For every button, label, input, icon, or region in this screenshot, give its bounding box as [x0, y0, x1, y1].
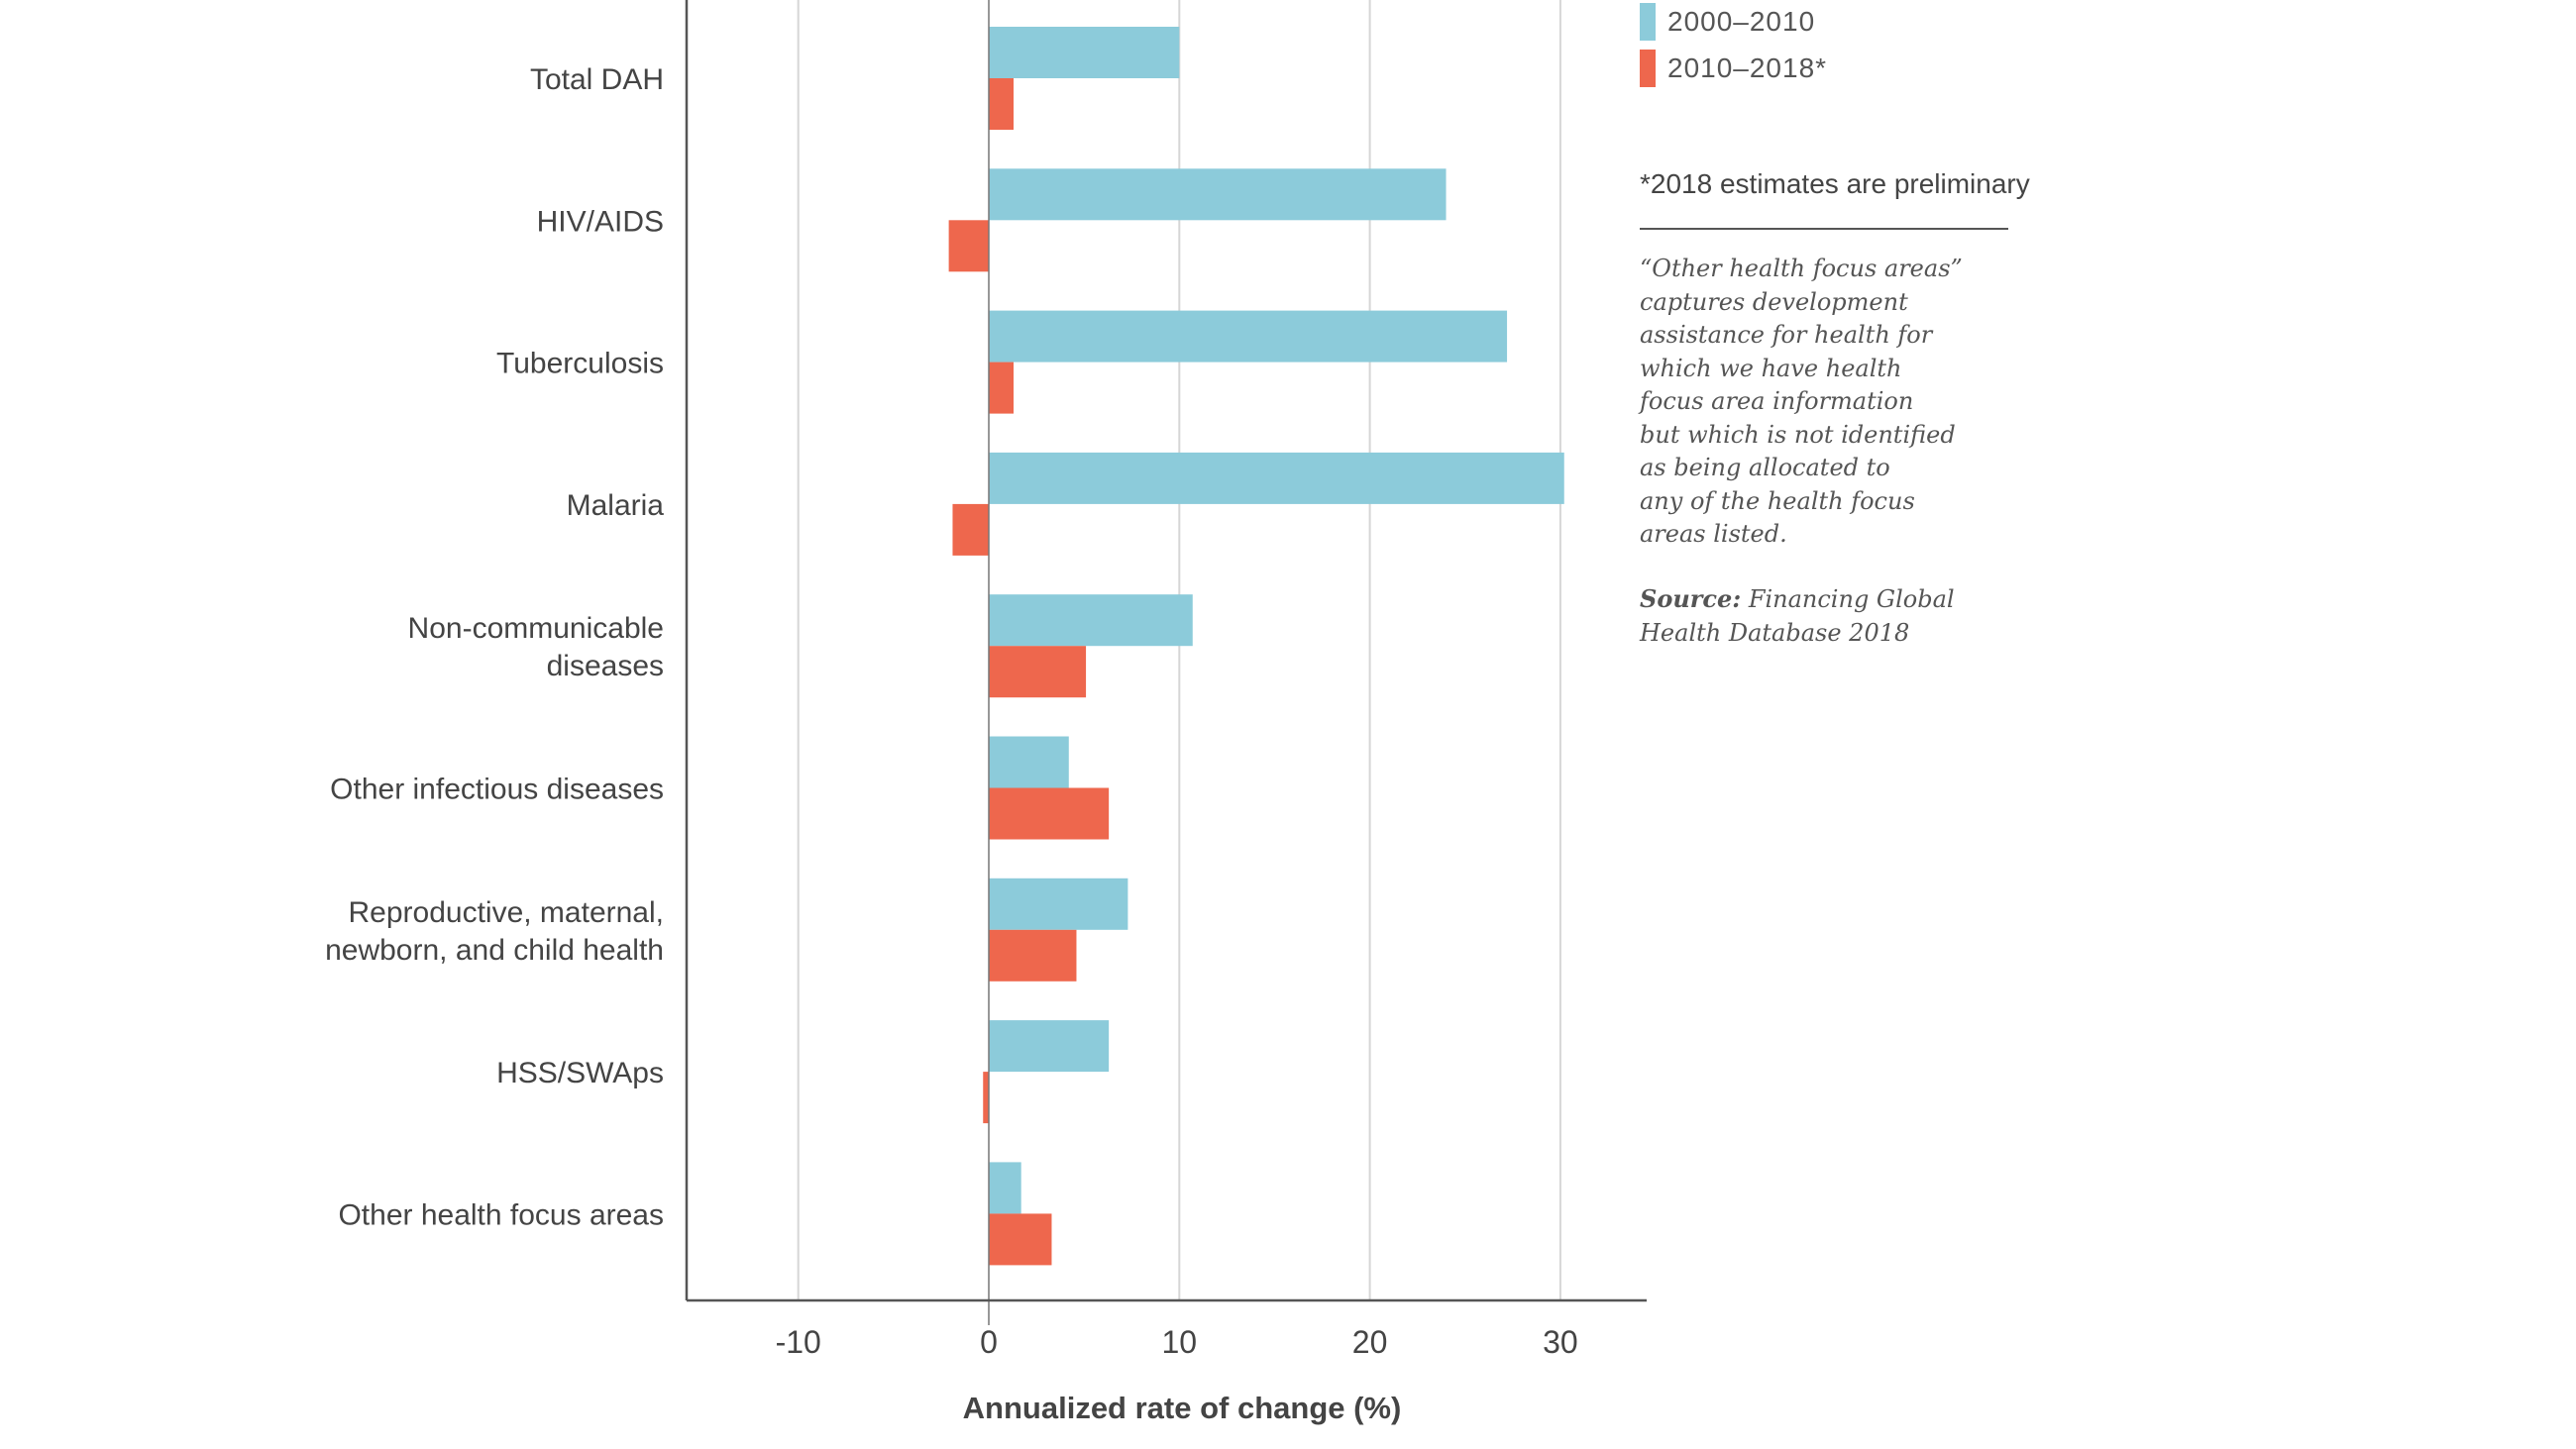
- bar-2000-2010: [989, 1020, 1110, 1073]
- category-label: HSS/SWAps: [496, 1057, 664, 1089]
- category-label: Other infectious diseases: [330, 774, 664, 806]
- legend-item-2000-2010: 2000–2010: [1640, 3, 1815, 41]
- category-label: diseases: [547, 650, 664, 682]
- category-label: Malaria: [567, 489, 665, 522]
- bar-2010-2018: [952, 503, 989, 556]
- legend-item-2010-2018: 2010–2018*: [1640, 50, 1827, 87]
- bar-2000-2010: [989, 878, 1128, 930]
- category-label: Other health focus areas: [338, 1198, 664, 1231]
- source-text: Source: Financing Global Health Database…: [1640, 582, 2036, 650]
- category-label: HIV/AIDS: [537, 205, 664, 238]
- legend-swatch: [1640, 3, 1656, 41]
- bar-2000-2010: [989, 452, 1564, 504]
- x-tick-label: 30: [1543, 1324, 1578, 1360]
- bar-2010-2018: [989, 929, 1077, 982]
- category-label: Reproductive, maternal,: [349, 896, 665, 929]
- category-label: newborn, and child health: [325, 934, 664, 967]
- bar-2010-2018: [989, 646, 1087, 698]
- bar-2010-2018: [989, 1213, 1052, 1266]
- bar-2010-2018: [948, 220, 989, 272]
- bar-2000-2010: [989, 594, 1193, 647]
- source-value: Financing Global Health Database 2018: [1640, 585, 1955, 647]
- x-axis-title: Annualized rate of change (%): [963, 1391, 1402, 1425]
- bar-2000-2010: [989, 736, 1069, 788]
- bar-2000-2010: [989, 310, 1508, 362]
- bar-2000-2010: [989, 1162, 1021, 1214]
- bar-2000-2010: [989, 27, 1180, 78]
- note-text: “Other health focus areas” captures deve…: [1640, 255, 1963, 548]
- bar-2010-2018: [989, 362, 1014, 414]
- source-label: Source:: [1640, 584, 1742, 613]
- category-label: Total DAH: [530, 63, 664, 96]
- bar-2010-2018: [983, 1072, 989, 1124]
- x-tick-label: 0: [980, 1324, 998, 1360]
- bar-2010-2018: [989, 787, 1110, 840]
- x-tick-label: 20: [1352, 1324, 1388, 1360]
- category-label: Tuberculosis: [496, 348, 664, 380]
- divider: [1640, 228, 2008, 230]
- legend-swatch: [1640, 50, 1656, 87]
- x-tick-label: 10: [1162, 1324, 1198, 1360]
- legend-label: 2000–2010: [1667, 6, 1816, 37]
- x-tick-label: -10: [776, 1324, 821, 1360]
- category-label: Non-communicable: [408, 612, 664, 645]
- footnote: *2018 estimates are preliminary: [1640, 168, 2030, 199]
- bar-2000-2010: [989, 168, 1447, 221]
- bar-2010-2018: [989, 78, 1014, 130]
- legend-label: 2010–2018*: [1667, 52, 1828, 83]
